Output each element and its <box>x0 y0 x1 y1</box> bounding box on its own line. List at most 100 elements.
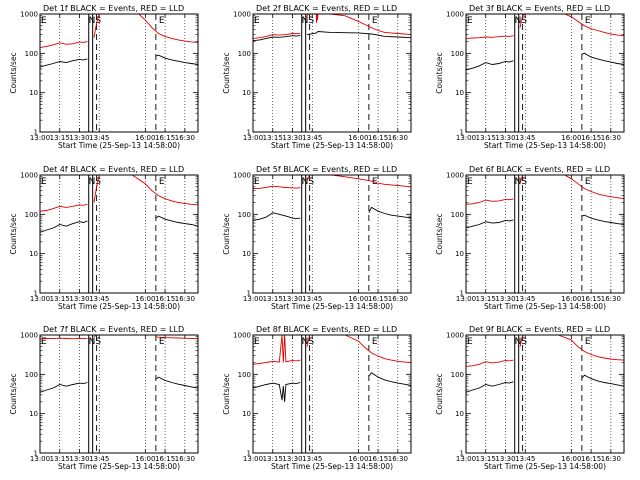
x-tick-label: 13:15 <box>476 295 496 303</box>
x-tick-label: 13:45 <box>515 455 535 463</box>
x-tick-label: 16:30 <box>601 455 621 463</box>
x-tick-label: 16:00 <box>135 455 155 463</box>
x-tick-label: 13:15 <box>263 295 283 303</box>
y-tick-label: 100 <box>238 371 251 379</box>
events-series-line <box>39 220 88 233</box>
y-tick-label: 100 <box>238 50 251 58</box>
y-tick-label: 1000 <box>233 172 251 180</box>
lld-series-line <box>138 13 199 43</box>
x-tick-label: 13:30 <box>282 134 302 142</box>
flag-label: E <box>41 337 47 347</box>
flag-label: E <box>159 177 165 187</box>
events-series-line <box>581 374 625 387</box>
lld-series-line <box>155 336 199 340</box>
y-tick-label: 10 <box>29 89 38 97</box>
y-tick-label: 1000 <box>20 172 38 180</box>
x-tick-label: 13:00 <box>243 134 263 142</box>
x-tick-label: 13:45 <box>89 295 109 303</box>
panel-title: Det 6f BLACK = Events, RED = LLD <box>469 165 610 174</box>
x-axis-label: Start Time (25-Sep-13 14:58:00) <box>58 462 180 471</box>
y-tick-label: 1000 <box>446 172 464 180</box>
panel-title: Det 9f BLACK = Events, RED = LLD <box>469 325 610 334</box>
x-tick-label: 16:00 <box>561 455 581 463</box>
x-tick-label: 13:45 <box>302 455 322 463</box>
y-tick-label: 1 <box>460 450 464 458</box>
x-tick-label: 13:30 <box>69 295 89 303</box>
plot-frame <box>39 13 199 133</box>
flag-label: E <box>41 177 47 187</box>
lld-series-line <box>331 174 412 188</box>
panel-det-5: Det 5f BLACK = Events, RED = LLD 1 10 100 10… <box>222 165 412 311</box>
y-tick-label: 100 <box>451 211 464 219</box>
x-axis-label: Start Time (25-Sep-13 14:58:00) <box>271 462 393 471</box>
x-tick-label: 16:15 <box>155 455 175 463</box>
x-tick-label: 16:30 <box>388 455 408 463</box>
x-tick-label: 13:30 <box>495 455 515 463</box>
plot-frame <box>465 174 625 294</box>
x-tick-label: 16:30 <box>601 134 621 142</box>
panel-det-7: Det 7f BLACK = Events, RED = LLD 1 10 100 10… <box>9 325 199 471</box>
x-tick-label: 13:00 <box>243 455 263 463</box>
events-series-line <box>368 206 412 219</box>
y-tick-label: 1 <box>34 129 38 137</box>
x-tick-label: 13:00 <box>456 455 476 463</box>
x-tick-label: 13:15 <box>263 455 283 463</box>
events-series-line <box>252 34 301 42</box>
flag-label: E <box>585 177 591 187</box>
y-axis-label: Counts/sec <box>435 373 444 414</box>
plot-frame <box>465 334 625 454</box>
flag-label: NS <box>89 337 102 347</box>
x-axis-label: Start Time (25-Sep-13 14:58:00) <box>271 302 393 311</box>
flag-label: NS <box>89 177 102 187</box>
y-axis-label: Counts/sec <box>222 373 231 414</box>
flag-label: E <box>467 16 473 26</box>
y-tick-label: 10 <box>242 250 251 258</box>
x-tick-label: 16:15 <box>368 134 388 142</box>
flag-label: NS <box>89 16 102 26</box>
x-axis-label: Start Time (25-Sep-13 14:58:00) <box>58 141 180 150</box>
y-tick-label: 1 <box>247 450 251 458</box>
x-tick-label: 13:15 <box>50 134 70 142</box>
events-series-line <box>465 60 514 71</box>
x-tick-label: 13:30 <box>495 295 515 303</box>
lld-series-line <box>564 13 625 37</box>
y-tick-label: 1 <box>460 129 464 137</box>
y-axis-label: Counts/sec <box>435 52 444 93</box>
panel-title: Det 8f BLACK = Events, RED = LLD <box>256 325 397 334</box>
panel-title: Det 1f BLACK = Events, RED = LLD <box>43 4 184 13</box>
x-axis-label: Start Time (25-Sep-13 14:58:00) <box>484 462 606 471</box>
events-series-line <box>155 376 199 389</box>
x-tick-label: 16:15 <box>581 455 601 463</box>
x-tick-label: 13:45 <box>515 295 535 303</box>
x-axis-label: Start Time (25-Sep-13 14:58:00) <box>484 302 606 311</box>
x-tick-label: 13:00 <box>30 134 50 142</box>
flag-label: E <box>254 337 260 347</box>
x-tick-label: 16:15 <box>155 295 175 303</box>
x-tick-label: 13:45 <box>89 455 109 463</box>
x-tick-label: 16:30 <box>601 295 621 303</box>
events-series-line <box>306 31 412 39</box>
events-series-line <box>155 215 199 227</box>
x-tick-label: 13:45 <box>515 134 535 142</box>
x-tick-label: 13:00 <box>456 295 476 303</box>
x-tick-label: 16:15 <box>581 134 601 142</box>
flag-label: E <box>467 177 473 187</box>
y-tick-label: 10 <box>29 410 38 418</box>
panel-title: Det 4f BLACK = Events, RED = LLD <box>43 165 184 174</box>
lld-series-line <box>345 334 412 363</box>
y-tick-label: 100 <box>25 371 38 379</box>
x-tick-label: 16:15 <box>581 295 601 303</box>
x-tick-label: 13:15 <box>476 455 496 463</box>
y-tick-label: 1000 <box>446 332 464 340</box>
y-tick-label: 10 <box>455 410 464 418</box>
events-series-line <box>581 214 625 225</box>
y-axis-label: Counts/sec <box>9 52 18 93</box>
y-tick-label: 1 <box>247 129 251 137</box>
panel-det-1: Det 1f BLACK = Events, RED = LLD 1 10 100 10… <box>9 4 199 150</box>
y-tick-label: 1 <box>34 450 38 458</box>
panel-det-4: Det 4f BLACK = Events, RED = LLD 1 10 100 10… <box>9 165 199 311</box>
panel-title: Det 5f BLACK = Events, RED = LLD <box>256 165 397 174</box>
flag-label: NS <box>302 16 315 26</box>
flag-label: E <box>254 16 260 26</box>
x-tick-label: 13:45 <box>302 295 322 303</box>
